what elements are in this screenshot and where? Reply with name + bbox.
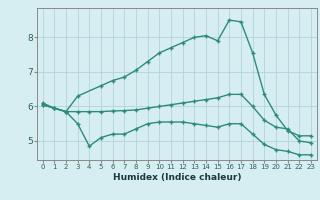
X-axis label: Humidex (Indice chaleur): Humidex (Indice chaleur)	[113, 173, 241, 182]
